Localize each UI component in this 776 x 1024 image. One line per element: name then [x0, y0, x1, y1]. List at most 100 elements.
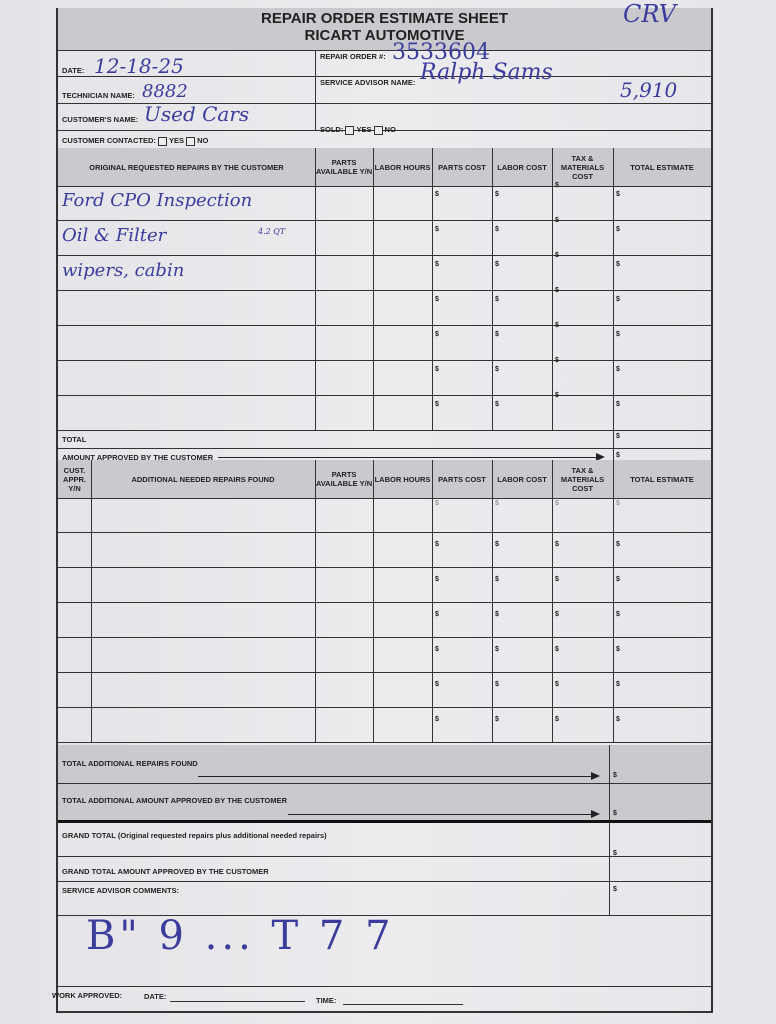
currency-cell[interactable]: $ — [555, 646, 559, 653]
table-row: $ $ $ $ — [58, 498, 711, 533]
currency-cell[interactable]: $ — [435, 500, 439, 507]
column-header: CUST. APPR. Y/N — [63, 465, 86, 493]
currency-cell[interactable]: $ — [435, 611, 439, 618]
repair-description[interactable]: wipers, cabin — [62, 260, 185, 281]
currency-cell[interactable]: $ — [616, 716, 620, 723]
column-header: LABOR COST — [497, 474, 547, 484]
grand-total-approved-value[interactable]: $ — [613, 886, 617, 893]
currency-cell[interactable]: $ — [555, 576, 559, 583]
sold-label: SOLD: — [320, 125, 344, 134]
currency-cell[interactable]: $ — [616, 576, 620, 583]
arrow-icon — [288, 810, 600, 818]
approved-date-field[interactable] — [170, 1001, 305, 1002]
comments-value[interactable]: B" 9 ... T 7 7 — [86, 913, 395, 959]
currency-cell[interactable]: $ — [555, 322, 559, 329]
currency-cell[interactable]: $ — [435, 366, 439, 373]
currency-cell[interactable]: $ — [616, 366, 620, 373]
currency-cell[interactable]: $ — [435, 296, 439, 303]
currency-cell[interactable]: $ — [495, 646, 499, 653]
date-value[interactable]: 12-18-25 — [94, 54, 184, 78]
currency-cell[interactable]: $ — [435, 191, 439, 198]
total-additional-label: TOTAL ADDITIONAL REPAIRS FOUND — [62, 759, 198, 768]
column-header: LABOR HOURS — [374, 162, 431, 172]
currency-cell[interactable]: $ — [555, 716, 559, 723]
currency-cell[interactable]: $ — [616, 331, 620, 338]
currency-cell[interactable]: $ — [555, 252, 559, 259]
total-additional-value[interactable]: $ — [613, 772, 617, 779]
currency-cell[interactable]: $ — [495, 261, 499, 268]
technician-value[interactable]: 8882 — [142, 81, 188, 102]
currency-cell[interactable]: $ — [435, 226, 439, 233]
approved-time-field[interactable] — [343, 1004, 463, 1005]
currency-cell[interactable]: $ — [495, 226, 499, 233]
currency-cell[interactable]: $ — [555, 392, 559, 399]
currency-cell[interactable]: $ — [555, 217, 559, 224]
currency-cell[interactable]: $ — [495, 541, 499, 548]
repair-order-value[interactable]: 3533604 — [392, 40, 490, 65]
table-row: $ $ $ $ — [58, 708, 711, 743]
currency-cell[interactable]: $ — [616, 296, 620, 303]
amount-approved-value[interactable]: $ — [616, 452, 620, 459]
currency-cell[interactable]: $ — [616, 191, 620, 198]
currency-cell[interactable]: $ — [435, 401, 439, 408]
sold-yes-checkbox[interactable] — [345, 125, 355, 135]
column-header: TOTAL ESTIMATE — [630, 162, 694, 172]
currency-cell[interactable]: $ — [495, 716, 499, 723]
vehicle-model: CRV — [623, 0, 676, 28]
currency-cell[interactable]: $ — [555, 182, 559, 189]
table-row: $ $ $ $ — [58, 568, 711, 603]
currency-cell[interactable]: $ — [495, 331, 499, 338]
grand-total-value[interactable]: $ — [613, 850, 617, 857]
table-row: $ $ $ $ — [58, 533, 711, 568]
currency-cell[interactable]: $ — [435, 716, 439, 723]
currency-cell[interactable]: $ — [555, 681, 559, 688]
sold-field: SOLD: YES NO — [320, 125, 396, 135]
currency-cell[interactable]: $ — [555, 500, 559, 507]
currency-cell[interactable]: $ — [435, 646, 439, 653]
currency-cell[interactable]: $ — [495, 191, 499, 198]
date-label: DATE: — [62, 66, 85, 75]
arrow-icon — [198, 772, 600, 780]
currency-cell[interactable]: $ — [616, 646, 620, 653]
currency-cell[interactable]: $ — [495, 296, 499, 303]
total-additional-approved-value[interactable]: $ — [613, 810, 617, 817]
currency-cell[interactable]: $ — [616, 500, 620, 507]
advisor-value[interactable]: Ralph Sams — [420, 60, 553, 85]
currency-cell[interactable]: $ — [435, 261, 439, 268]
currency-cell[interactable]: $ — [555, 611, 559, 618]
currency-cell[interactable]: $ — [495, 611, 499, 618]
currency-cell[interactable]: $ — [435, 331, 439, 338]
column-header: TAX & MATERIALS COST — [560, 465, 605, 493]
currency-cell[interactable]: $ — [616, 681, 620, 688]
approved-time-label: TIME: — [316, 996, 337, 1005]
currency-cell[interactable]: $ — [435, 681, 439, 688]
currency-cell[interactable]: $ — [495, 366, 499, 373]
repair-description[interactable]: Oil & Filter — [62, 225, 167, 246]
grand-total-label: GRAND TOTAL (Original requested repairs … — [62, 831, 327, 840]
currency-cell[interactable]: $ — [435, 576, 439, 583]
total-value[interactable]: $ — [616, 433, 620, 440]
currency-cell[interactable]: $ — [495, 500, 499, 507]
mileage-value: 5,910 — [620, 78, 678, 102]
sold-no-checkbox[interactable] — [373, 125, 383, 135]
currency-cell[interactable]: $ — [555, 287, 559, 294]
currency-cell[interactable]: $ — [616, 226, 620, 233]
currency-cell[interactable]: $ — [495, 401, 499, 408]
currency-cell[interactable]: $ — [616, 611, 620, 618]
contacted-no-checkbox[interactable] — [186, 136, 196, 146]
table-row: $ $ $ $ — [58, 638, 711, 673]
currency-cell[interactable]: $ — [435, 541, 439, 548]
currency-cell[interactable]: $ — [555, 541, 559, 548]
currency-cell[interactable]: $ — [495, 576, 499, 583]
customer-value[interactable]: Used Cars — [144, 102, 250, 126]
currency-cell[interactable]: $ — [616, 401, 620, 408]
currency-cell[interactable]: $ — [555, 357, 559, 364]
contacted-yes-checkbox[interactable] — [157, 136, 167, 146]
currency-cell[interactable]: $ — [495, 681, 499, 688]
repair-description[interactable]: Ford CPO Inspection — [62, 190, 253, 211]
approved-date-label: DATE: — [144, 992, 167, 1001]
currency-cell[interactable]: $ — [616, 541, 620, 548]
currency-cell[interactable]: $ — [616, 261, 620, 268]
column-header: TAX & MATERIALS COST — [560, 153, 605, 181]
column-header: ORIGINAL REQUESTED REPAIRS BY THE CUSTOM… — [89, 162, 284, 172]
